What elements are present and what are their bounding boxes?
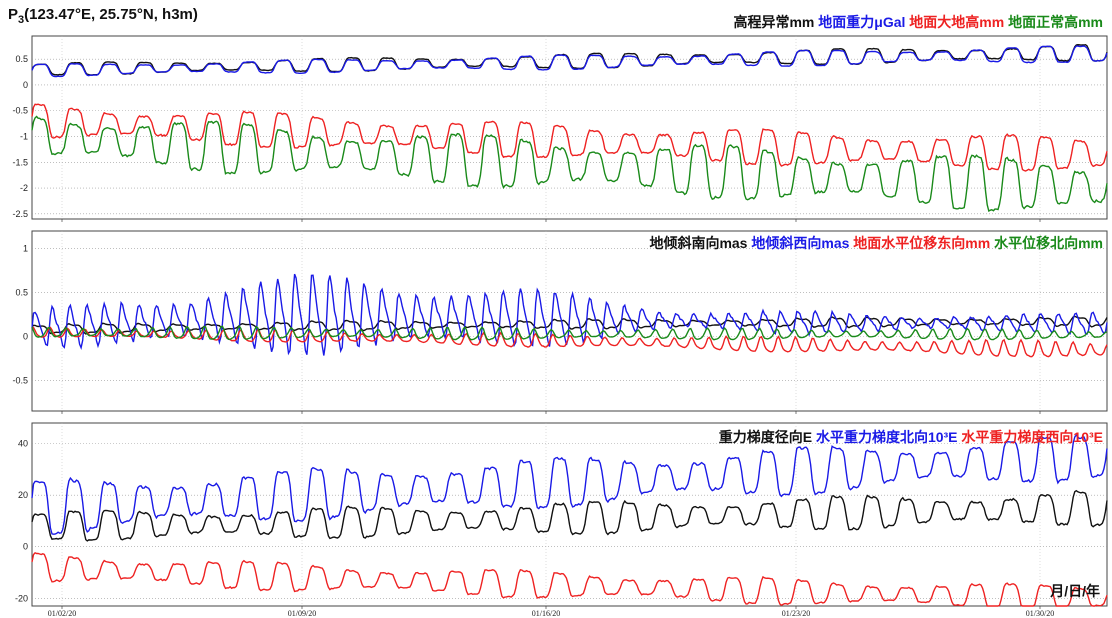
station-subscript: 3 [18, 14, 25, 26]
y-tick-label: -1 [20, 132, 28, 142]
y-tick-label: -1.5 [12, 157, 28, 167]
panel-top: 0.5 0 -0.5 -1 -1.5 -2 -2.5 高程异常mm 地面重力μGal 地面大地… [12, 14, 1108, 220]
y-tick-label: -2 [20, 183, 28, 193]
y-tick-label: 1 [23, 244, 28, 254]
y-tick-label: 0.5 [15, 287, 28, 297]
panel-frame [31, 422, 1108, 607]
y-tick-label: 0 [23, 80, 28, 90]
legend-bottom: 重力梯度径向E 水平重力梯度北向10³E 水平重力梯度西向10³E [719, 429, 1103, 445]
legend-top: 高程异常mm 地面重力μGal 地面大地高mm 地面正常高mm [733, 14, 1103, 30]
legend-entry: 重力梯度径向E [719, 429, 812, 445]
x-tick-label: 01/30/20 [1026, 609, 1054, 618]
legend-entry: 地面水平位移东向mm [849, 235, 990, 251]
station-title: P3(123.47°E, 25.75°N, h3m) [8, 6, 198, 26]
series-line-0-1 [31, 45, 1108, 78]
series-line-1-3 [31, 324, 1108, 341]
legend-entry: 地面重力μGal [814, 14, 905, 30]
x-tick-label: 01/16/20 [532, 609, 560, 618]
series-line-1-1 [31, 273, 1108, 356]
legend-entry: 地倾斜南向mas [649, 235, 747, 251]
y-tick-label: 20 [18, 490, 28, 500]
series-line-0-2 [31, 103, 1108, 172]
station-prefix: P [8, 6, 19, 23]
series-line-2-0 [31, 489, 1108, 542]
legend-entry: 水平位移北向mm [990, 235, 1103, 251]
y-tick-label: 0 [23, 542, 28, 552]
y-tick-label: -20 [15, 593, 28, 603]
y-tick-label: -2.5 [12, 209, 28, 219]
y-tick-label: -0.5 [12, 106, 28, 116]
x-tick-label: 01/02/20 [48, 609, 76, 618]
series-line-2-1 [31, 433, 1108, 535]
panel-middle: 1 0.5 0 -0.5 地倾斜南向mas 地倾斜西向mas 地面水平位移东向mm 水平… [12, 230, 1108, 412]
y-tick-label: 40 [18, 439, 28, 449]
legend-entry: 地面正常高mm [1004, 14, 1103, 30]
y-tick-label: 0 [23, 331, 28, 341]
y-tick-label: -0.5 [12, 375, 28, 385]
series-line-2-2 [31, 551, 1108, 607]
y-tick-label: 0.5 [15, 54, 28, 64]
legend-entry: 高程异常mm [733, 14, 814, 30]
panel-bottom: 40 20 0 -20 重力梯度径向E 水平重力梯度北向10³E 水平重力梯度西向10³… [15, 422, 1108, 607]
series-line-1-2 [32, 326, 1108, 358]
legend-entry: 地面大地高mm [905, 14, 1004, 30]
date-axis-label: 月/日/年 [1049, 583, 1100, 599]
legend-entry: 水平重力梯度西向10³E [958, 429, 1103, 445]
x-tick-label: 01/23/20 [782, 609, 810, 618]
station-coords: (123.47°E, 25.75°N, h3m) [24, 6, 198, 23]
series-line-0-3 [31, 115, 1108, 213]
legend-middle: 地倾斜南向mas 地倾斜西向mas 地面水平位移东向mm 水平位移北向mm [649, 235, 1103, 251]
legend-entry: 水平重力梯度北向10³E [812, 429, 957, 445]
x-tick-label: 01/09/20 [288, 609, 316, 618]
panel-frame [31, 35, 1108, 220]
legend-entry: 地倾斜西向mas [747, 235, 849, 251]
